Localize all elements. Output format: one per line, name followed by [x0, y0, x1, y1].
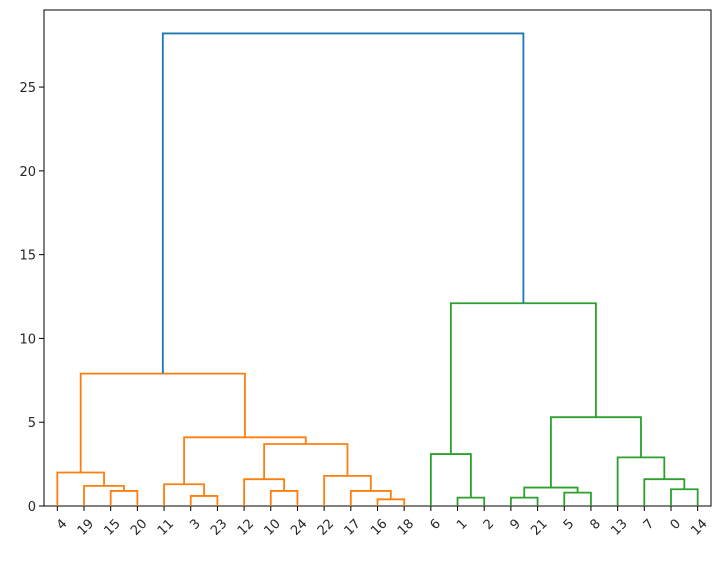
leaf-label-2: 2: [481, 516, 497, 532]
leaf-label-4: 4: [54, 516, 70, 532]
dendrogram-link-12: [79, 372, 246, 473]
dendrogram-link-3: [189, 495, 219, 506]
leaf-label-18: 18: [395, 516, 417, 538]
leaf-label-3: 3: [187, 516, 203, 532]
dendrogram-link-22: [449, 302, 597, 455]
leaf-label-23: 23: [208, 516, 230, 538]
dendrogram-link-1: [83, 484, 125, 506]
dendrogram-link-19: [643, 478, 686, 506]
leaf-label-22: 22: [315, 516, 337, 538]
y-tick-label-5: 5: [28, 416, 36, 431]
y-tick-label-20: 20: [19, 165, 36, 180]
dendrogram-link-8: [349, 490, 392, 506]
dendrogram-link-5: [269, 490, 299, 506]
leaf-label-17: 17: [342, 516, 364, 538]
leaf-label-16: 16: [368, 516, 390, 538]
links-layer: [56, 32, 699, 506]
leaf-label-7: 7: [641, 516, 657, 532]
leaf-label-5: 5: [561, 516, 577, 532]
leaf-label-10: 10: [262, 516, 284, 538]
leaf-label-13: 13: [608, 516, 630, 538]
dendrogram-link-17: [523, 486, 579, 498]
leaf-label-6: 6: [427, 516, 443, 532]
leaf-label-12: 12: [235, 516, 257, 538]
dendrogram-link-2: [56, 471, 105, 506]
leaf-label-21: 21: [528, 516, 550, 538]
dendrogram-link-18: [670, 488, 699, 506]
dendrogram-link-23: [161, 32, 525, 374]
y-tick-label-15: 15: [19, 249, 36, 264]
y-tick-label-0: 0: [28, 500, 36, 515]
leaf-label-24: 24: [288, 516, 310, 538]
leaf-label-11: 11: [155, 516, 177, 538]
dendrogram-link-7: [376, 498, 406, 506]
dendrogram-link-9: [323, 474, 372, 506]
dendrogram-link-15: [510, 496, 539, 506]
dendrogram-link-0: [109, 490, 139, 506]
y-tick-label-10: 10: [19, 332, 36, 347]
leaf-label-19: 19: [75, 516, 97, 538]
leaf-label-14: 14: [688, 516, 710, 538]
dendrogram-link-21: [550, 416, 642, 488]
x-axis: 4 19 15 20 11 3 23 12 10 24 22 17 16 18 6 1 2 9 21 5 8 13 7 0 14: [54, 506, 711, 539]
leaf-label-20: 20: [128, 516, 150, 538]
dendrogram-link-10: [263, 443, 349, 480]
y-tick-label-25: 25: [19, 81, 36, 96]
dendrogram-link-13: [456, 496, 486, 506]
dendrogram-link-16: [563, 491, 592, 506]
dendrogram-link-20: [616, 456, 666, 506]
plot-frame: [43, 9, 712, 507]
dendrogram-link-6: [243, 478, 286, 506]
y-axis: 0 5 10 15 20 25: [19, 81, 44, 515]
leaf-label-9: 9: [507, 516, 523, 532]
leaf-label-0: 0: [668, 516, 684, 532]
leaf-label-1: 1: [454, 516, 470, 532]
leaf-label-15: 15: [101, 516, 123, 538]
leaf-label-8: 8: [588, 516, 604, 532]
